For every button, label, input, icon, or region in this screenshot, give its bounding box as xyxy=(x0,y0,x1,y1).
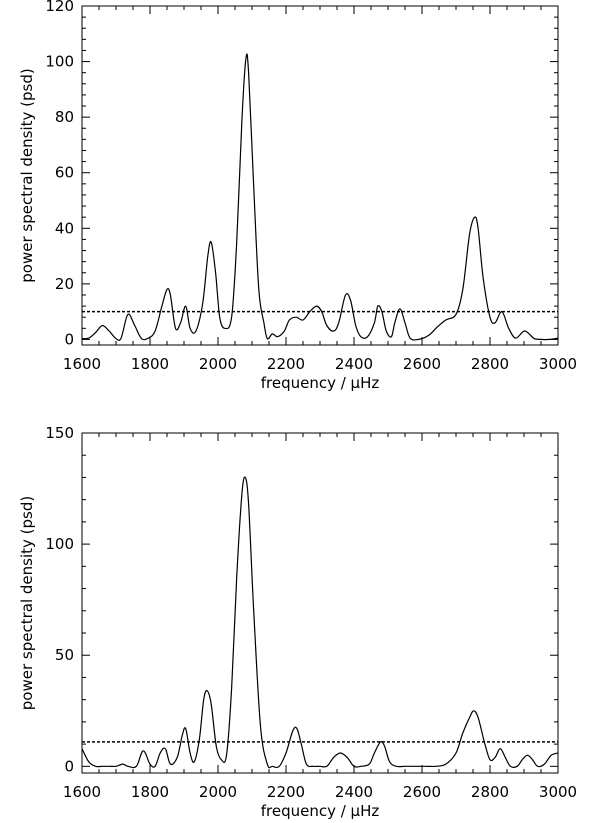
x-tick-label: 2400 xyxy=(335,783,373,801)
spectrum-line xyxy=(81,476,559,769)
x-tick-label: 3000 xyxy=(539,355,577,373)
x-tick-label: 2000 xyxy=(199,355,237,373)
x-tick-label: 2000 xyxy=(199,783,237,801)
y-axis-label: power spectral density (psd) xyxy=(18,496,36,710)
chart-bottom: 1600 1800 2000 2200 2400 2600 2800 3000 0 50 100 15… xyxy=(18,424,577,820)
y-tick-label: 120 xyxy=(45,0,74,15)
spectrum-line xyxy=(81,53,559,341)
plot-frame xyxy=(81,432,559,774)
x-tick-label: 2600 xyxy=(403,355,441,373)
y-tick-label: 20 xyxy=(55,275,74,293)
x-tick-label: 2400 xyxy=(335,355,373,373)
x-tick-label: 2600 xyxy=(403,783,441,801)
y-tick-label: 100 xyxy=(45,535,74,553)
x-tick-label: 1600 xyxy=(63,783,101,801)
x-tick-label: 2200 xyxy=(267,355,305,373)
x-tick-label: 2200 xyxy=(267,783,305,801)
chart-top: 1600 1800 2000 2200 2400 2600 2800 3000 0 20 40 60 8… xyxy=(18,0,577,392)
x-tick-label: 2800 xyxy=(471,355,509,373)
y-tick-label: 0 xyxy=(64,757,74,775)
y-tick-label: 50 xyxy=(55,646,74,664)
y-tick-label: 80 xyxy=(55,108,74,126)
y-tick-label: 150 xyxy=(45,424,74,442)
x-tick-label: 3000 xyxy=(539,783,577,801)
plot-frame xyxy=(81,5,559,346)
y-axis-label: power spectral density (psd) xyxy=(18,68,36,282)
x-tick-label: 2800 xyxy=(471,783,509,801)
y-tick-label: 40 xyxy=(55,219,74,237)
y-tick-label: 0 xyxy=(64,330,74,348)
x-tick-label: 1600 xyxy=(63,355,101,373)
x-axis-label: frequency / μHz xyxy=(261,802,380,820)
y-tick-label: 100 xyxy=(45,53,74,71)
x-tick-label: 1800 xyxy=(131,783,169,801)
x-axis-label: frequency / μHz xyxy=(261,374,380,392)
x-tick-label: 1800 xyxy=(131,355,169,373)
y-tick-label: 60 xyxy=(55,164,74,182)
